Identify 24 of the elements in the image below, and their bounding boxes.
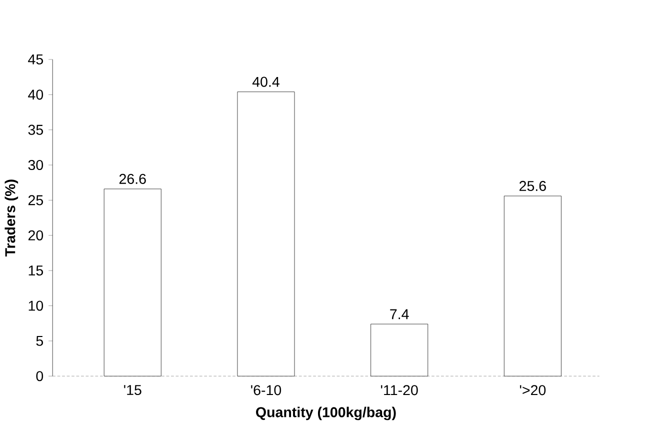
bar — [104, 188, 162, 376]
y-tick-label: 15 — [28, 266, 44, 276]
bar — [370, 324, 428, 376]
x-tick-label: '>20 — [520, 385, 546, 396]
x-tick-label: '15 — [124, 385, 142, 396]
bar — [237, 92, 295, 376]
y-tick-label: 25 — [28, 195, 44, 206]
y-tick-label: 40 — [28, 90, 44, 100]
bar — [504, 196, 562, 376]
y-tick-label: 45 — [28, 54, 44, 65]
y-axis-title: Traders (%) — [4, 180, 18, 257]
x-tick-label: '6-10 — [251, 385, 282, 396]
data-label: 7.4 — [390, 309, 409, 320]
data-label: 40.4 — [252, 76, 280, 88]
y-tick-label: 30 — [28, 160, 44, 170]
y-tick-label: 10 — [28, 300, 44, 311]
y-tick-label: 5 — [36, 336, 44, 346]
data-label: 26.6 — [119, 174, 146, 184]
y-tick-label: 35 — [28, 124, 44, 136]
data-label: 25.6 — [520, 181, 546, 192]
x-axis-title: Quantity (100kg/bag) — [256, 406, 396, 420]
x-tick-label: '11-20 — [380, 385, 418, 396]
y-tick-label: 20 — [28, 230, 44, 241]
y-tick-label: 0 — [36, 371, 44, 382]
